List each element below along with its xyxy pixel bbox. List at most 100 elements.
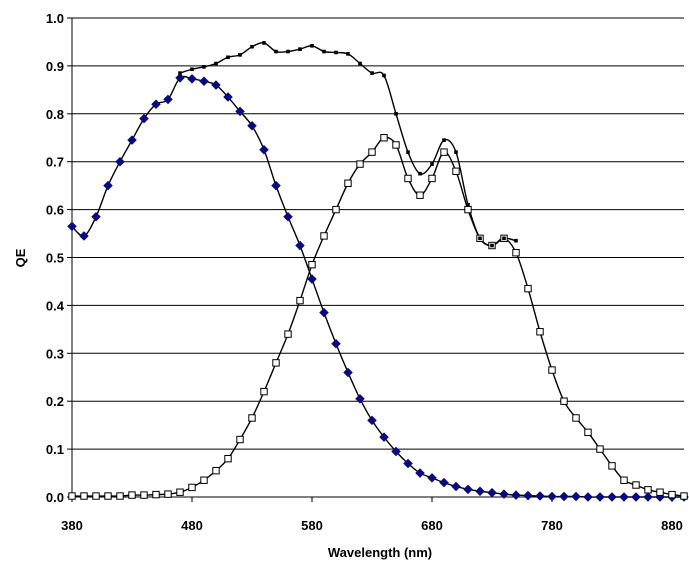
data-point-small-square (310, 43, 314, 48)
data-point-small-square (514, 238, 518, 243)
data-point-square (176, 488, 184, 496)
data-point-square (188, 483, 196, 492)
data-point-diamond (127, 135, 137, 145)
data-point-diamond (463, 484, 473, 495)
y-axis-title: QE (13, 248, 28, 267)
gridlines (72, 17, 684, 450)
data-point-diamond (211, 80, 221, 90)
data-point-diamond (487, 487, 497, 498)
data-point-diamond (619, 492, 629, 502)
y-tick-label: 0.6 (46, 203, 64, 218)
data-point-square (668, 490, 676, 499)
data-point-square (644, 486, 652, 494)
data-point-small-square (214, 61, 218, 66)
y-tick-label: 0.2 (46, 394, 64, 409)
data-point-diamond (295, 240, 305, 251)
data-point-square (344, 179, 352, 187)
data-point-small-square (286, 49, 290, 54)
x-tick-label: 780 (541, 518, 563, 533)
data-point-square (356, 160, 364, 168)
y-tick-label: 0.8 (46, 107, 64, 122)
series-line-2 (72, 136, 685, 497)
data-point-diamond (355, 394, 365, 404)
data-point-square (620, 476, 628, 484)
y-tick-label: 0.7 (46, 155, 64, 170)
data-point-small-square (202, 65, 206, 69)
data-point-diamond (319, 307, 329, 318)
data-point-square (392, 141, 400, 149)
data-point-diamond (595, 492, 605, 502)
x-tick-label: 880 (661, 518, 683, 533)
data-point-diamond (499, 489, 509, 499)
data-point-small-square (382, 73, 386, 78)
data-point-square (536, 328, 544, 336)
data-point-square (596, 445, 604, 453)
data-point-small-square (334, 50, 338, 55)
data-point-diamond (523, 490, 533, 501)
data-point-diamond (415, 468, 425, 478)
data-point-square (632, 481, 640, 489)
data-point-square (308, 260, 316, 269)
x-tick-label: 380 (61, 518, 83, 533)
series-line-1 (71, 75, 685, 498)
data-point-diamond (91, 212, 101, 222)
data-point-square (380, 134, 388, 142)
data-point-diamond (511, 490, 521, 500)
data-point-small-square (394, 112, 398, 116)
data-point-diamond (235, 106, 245, 117)
data-point-square (248, 414, 256, 422)
data-point-small-square (430, 162, 434, 166)
x-tick-label: 680 (421, 518, 443, 533)
data-point-small-square (178, 71, 182, 75)
data-point-small-square (346, 52, 350, 56)
data-point-diamond (475, 486, 485, 497)
data-point-diamond (631, 492, 641, 502)
data-point-small-square (274, 49, 278, 54)
data-point-diamond (79, 231, 89, 241)
data-point-square (296, 296, 304, 305)
data-point-diamond (343, 367, 353, 378)
data-point-small-square (490, 243, 494, 248)
series-lines (71, 42, 685, 498)
data-point-square (368, 148, 376, 156)
data-point-square (284, 330, 292, 338)
data-point-diamond (427, 473, 437, 483)
x-axis-title: Wavelength (nm) (328, 545, 432, 560)
data-point-small-square (298, 47, 302, 51)
data-point-diamond (223, 92, 233, 102)
data-point-square (572, 414, 580, 422)
series-line-3 (179, 42, 517, 247)
y-tick-label: 0.4 (46, 298, 65, 313)
data-point-square (80, 492, 88, 500)
y-tick-label: 1.0 (46, 11, 64, 26)
data-point-diamond (559, 491, 569, 502)
data-point-small-square (370, 71, 374, 75)
data-point-diamond (151, 99, 161, 109)
data-point-diamond (163, 94, 173, 105)
data-point-small-square (226, 55, 230, 60)
data-point-square (152, 490, 160, 499)
data-point-square (140, 491, 148, 499)
data-point-square (560, 397, 568, 405)
data-point-square (416, 191, 424, 199)
data-point-small-square (454, 150, 458, 154)
data-point-square (224, 454, 232, 463)
data-point-square (236, 435, 244, 444)
data-point-small-square (502, 236, 506, 241)
data-point-diamond (331, 338, 341, 349)
data-point-square (464, 205, 472, 214)
data-point-square (260, 387, 268, 396)
data-point-square (548, 366, 556, 374)
data-point-square (440, 148, 448, 156)
data-point-square (212, 466, 220, 475)
data-point-square (404, 174, 412, 183)
data-point-diamond (547, 491, 557, 502)
data-point-small-square (238, 53, 242, 57)
data-point-square (332, 205, 340, 214)
data-point-diamond (67, 221, 77, 232)
data-point-small-square (190, 67, 194, 72)
data-point-diamond (307, 274, 317, 284)
data-point-diamond (247, 121, 257, 131)
